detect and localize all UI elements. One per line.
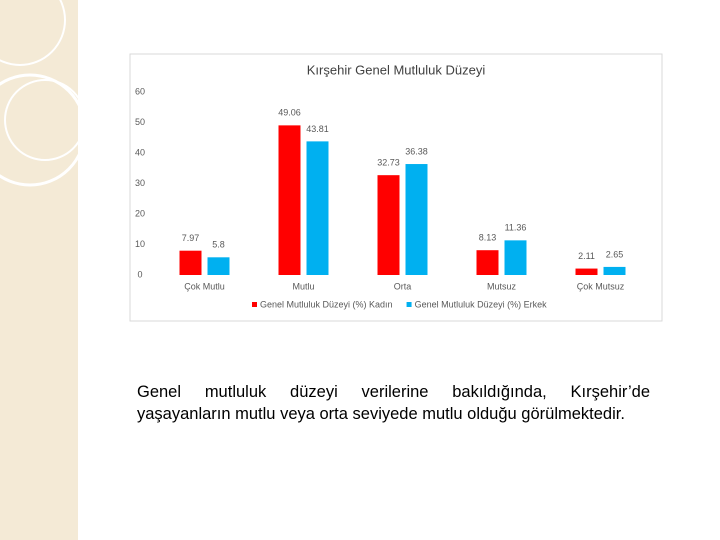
decor-circle [4,79,86,161]
value-label: 36.38 [405,146,428,156]
value-label: 32.73 [377,158,400,168]
value-label: 2.65 [606,249,624,259]
bar [306,141,329,275]
x-tick-label: Mutlu [292,281,314,291]
y-tick-label: 0 [137,269,142,279]
bar [405,164,428,275]
value-label: 5.8 [212,240,225,250]
value-label: 2.11 [578,251,595,261]
y-tick-label: 50 [135,117,145,127]
value-label: 49.06 [278,108,301,118]
y-tick-label: 30 [135,178,145,188]
x-tick-label: Mutsuz [487,281,517,291]
bar [476,250,499,275]
legend-label: Genel Mutluluk Düzeyi (%) Kadın [260,299,393,309]
value-label: 11.36 [505,223,527,233]
y-tick-label: 40 [135,147,145,157]
x-tick-label: Orta [394,281,412,291]
bar [575,268,598,275]
chart-title: Kırşehir Genel Mutluluk Düzeyi [307,62,486,77]
value-label: 7.97 [182,233,200,243]
side-strip [0,0,78,540]
legend-swatch [252,302,257,307]
body-text: Genel mutluluk düzeyi verilerine bakıldı… [137,383,650,423]
bar [278,125,301,275]
y-tick-label: 10 [135,239,145,249]
bar [179,250,202,275]
bar [603,266,626,275]
bar [504,240,527,275]
decor-circle [0,0,66,66]
bar [377,175,400,275]
value-label: 43.81 [306,124,329,134]
y-tick-label: 60 [135,86,145,96]
x-tick-label: Çok Mutsuz [577,281,625,291]
y-tick-label: 20 [135,208,145,218]
value-label: 8.13 [479,233,497,243]
bar [207,257,230,275]
legend-swatch [406,302,412,307]
legend-label: Genel Mutluluk Düzeyi (%) Erkek [415,299,548,309]
x-tick-label: Çok Mutlu [184,281,225,291]
decor-circle [0,73,87,187]
